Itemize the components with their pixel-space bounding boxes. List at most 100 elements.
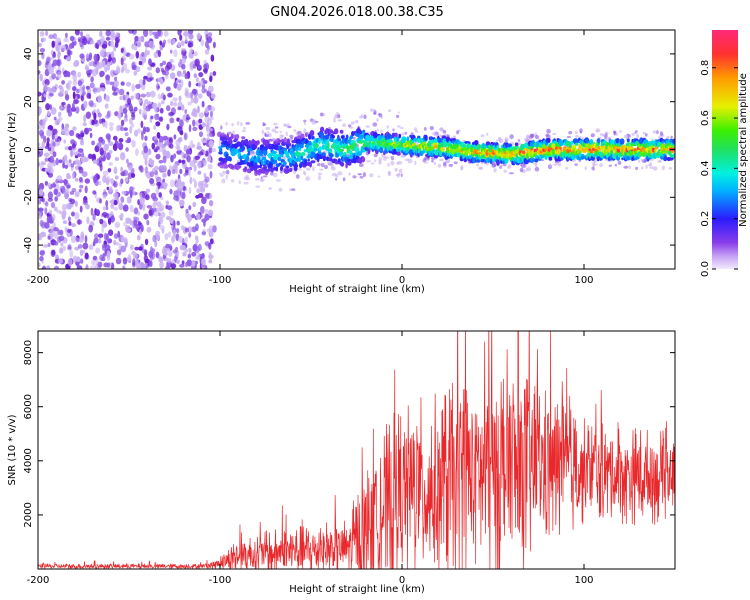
ridge-halo-dot (397, 172, 401, 176)
ridge-halo-dot (432, 131, 437, 136)
noise-blob (99, 70, 105, 77)
spectrogram-x-tick-label: 0 (399, 275, 405, 286)
ridge-halo-dot (352, 136, 356, 140)
noise-blob (140, 93, 147, 98)
noise-blob (68, 129, 75, 137)
noise-blob (49, 229, 56, 237)
noise-blob (206, 123, 210, 128)
noise-blob (153, 51, 159, 59)
noise-blob (172, 97, 178, 102)
ridge-dot (277, 156, 282, 162)
noise-blob (90, 220, 94, 226)
ridge-dot (340, 135, 345, 139)
noise-blob (165, 247, 171, 253)
ridge-halo-dot (350, 121, 355, 125)
noise-blob (157, 77, 163, 81)
noise-blob (128, 165, 133, 171)
spectrogram-y-tick-label: -40 (23, 237, 34, 253)
noise-blob (158, 216, 163, 223)
colorbar-ticks: 0.0 0.2 0.4 0.6 0.8 (700, 60, 738, 277)
ridge-dot (583, 147, 587, 153)
noise-blob (149, 260, 153, 267)
noise-blob (65, 83, 70, 89)
noise-blob (59, 229, 64, 236)
ridge-halo-dot (400, 173, 403, 177)
noise-blob (123, 117, 129, 122)
ridge-dot (559, 146, 562, 150)
ridge-halo-dot (331, 172, 337, 177)
ridge-halo-dot (641, 159, 647, 164)
ridge-dot (555, 141, 559, 148)
noise-blob (157, 102, 162, 108)
noise-blob (108, 141, 114, 146)
noise-blob (82, 122, 87, 127)
spectrogram-x-axis: -200 -100 0 100 (27, 30, 594, 286)
noise-blob (188, 168, 191, 177)
noise-blob (77, 219, 81, 225)
noise-blob (195, 194, 200, 199)
noise-blob (202, 68, 208, 73)
noise-blob (113, 206, 118, 211)
noise-blob (44, 222, 50, 229)
ridge-dot (329, 149, 333, 153)
noise-blob (102, 243, 107, 249)
noise-blob (63, 139, 67, 144)
noise-blob (184, 73, 188, 80)
noise-blob (114, 76, 118, 82)
ridge-dot (424, 134, 428, 141)
noise-blob (153, 200, 157, 205)
noise-blob (120, 196, 125, 203)
noise-blob (188, 232, 192, 238)
ridge-halo-dot (275, 179, 281, 182)
ridge-dot (305, 138, 308, 144)
ridge-halo-dot (508, 172, 514, 175)
noise-blob (67, 184, 71, 189)
noise-blob (82, 249, 86, 254)
noise-blob (188, 205, 192, 211)
noise-blob (63, 156, 68, 164)
ridge-halo-dot (342, 177, 346, 182)
noise-blob (162, 145, 166, 153)
noise-blob (203, 183, 209, 188)
ridge-halo-dot (442, 129, 447, 134)
ridge-dot (247, 149, 251, 156)
noise-blob (39, 73, 43, 82)
noise-blob (208, 242, 212, 250)
noise-blob (149, 30, 153, 36)
noise-blob (120, 178, 124, 185)
ridge-halo-dot (387, 162, 390, 167)
noise-blob (71, 102, 75, 111)
noise-blob (110, 40, 114, 48)
noise-blob (99, 49, 105, 57)
noise-blob (181, 159, 186, 164)
ridge-halo-dot (319, 112, 324, 117)
noise-blob (38, 124, 43, 130)
noise-blob (107, 262, 111, 268)
ridge-dot (349, 135, 354, 140)
ridge-dot (671, 138, 675, 144)
noise-blob (209, 116, 214, 121)
noise-blob (110, 51, 115, 59)
noise-blob (75, 106, 80, 114)
noise-blob (170, 100, 174, 107)
noise-blob (69, 250, 74, 258)
noise-blob (131, 250, 136, 256)
noise-blob (196, 141, 201, 148)
noise-blob (162, 94, 166, 101)
noise-blob (157, 221, 161, 228)
ridge-dot (261, 158, 264, 166)
ridge-dot (327, 142, 330, 149)
noise-blob (160, 164, 166, 172)
ridge-halo-dot (645, 164, 648, 169)
ridge-halo-dot (291, 188, 296, 191)
noise-blob (105, 176, 111, 183)
noise-blob (51, 249, 56, 256)
noise-blob (86, 92, 91, 99)
ridge-dot (318, 146, 322, 151)
ridge-halo-dot (414, 127, 418, 131)
noise-blob (90, 40, 95, 45)
noise-blob (152, 102, 158, 110)
noise-blob (141, 132, 144, 141)
noise-blob (64, 94, 70, 101)
noise-blob (49, 225, 55, 230)
